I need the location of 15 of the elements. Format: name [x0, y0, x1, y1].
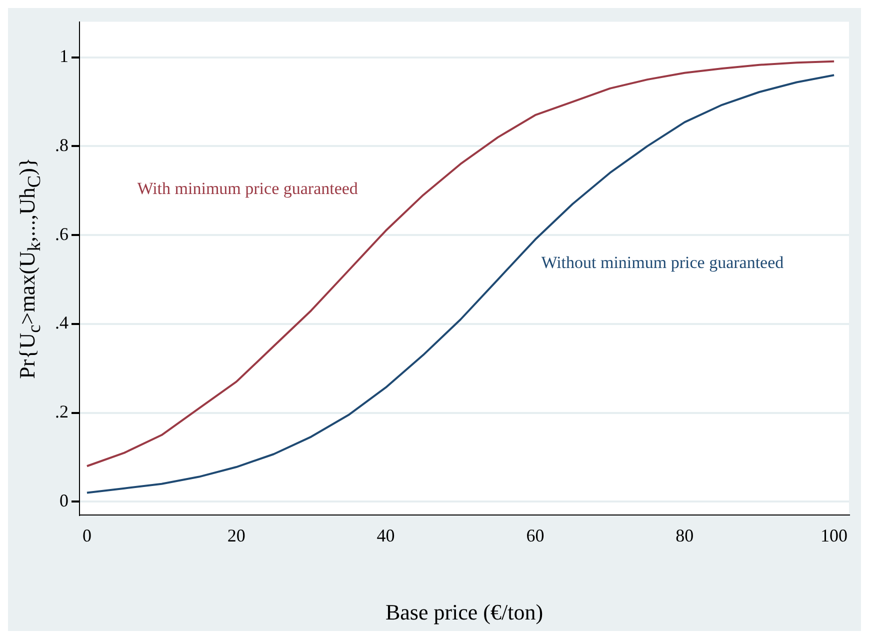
y-tick-label: 1: [60, 46, 68, 66]
text: With minimum price guaranteed: [137, 178, 358, 198]
x-tick-label: 0: [82, 526, 92, 546]
y-tick-label: .2: [55, 402, 68, 422]
x-tick-label: 60: [526, 526, 544, 546]
series-label: Without minimum price guaranteed: [541, 252, 784, 272]
x-tick-label: 80: [676, 526, 694, 546]
x-tick-label: 20: [227, 526, 246, 546]
x-tick-label: 100: [820, 526, 848, 546]
y-tick-label: .4: [55, 312, 68, 333]
y-tick-label: .6: [55, 224, 68, 244]
y-tick-label: 0: [60, 490, 68, 510]
x-tick-label: 40: [376, 526, 395, 546]
y-tick-label: .8: [55, 134, 68, 155]
x-axis-title: Base price (€/ton): [385, 600, 544, 625]
